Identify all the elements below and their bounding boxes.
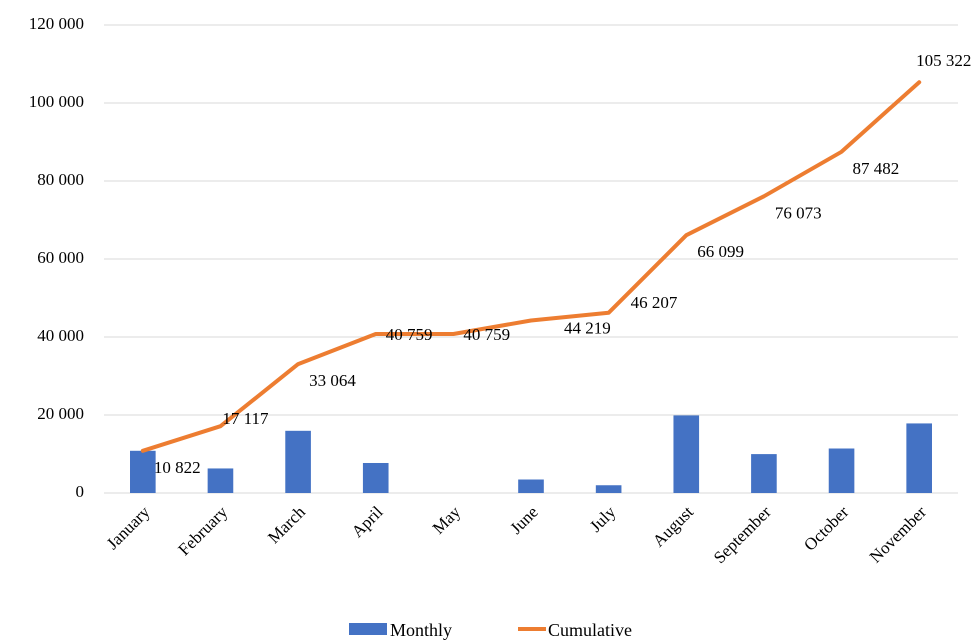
y-tick-label: 100 000	[29, 92, 84, 111]
legend: Monthly Cumulative	[349, 620, 632, 640]
monthly-bar	[208, 468, 234, 493]
cumulative-data-label: 66 099	[697, 242, 744, 261]
x-tick-label: May	[429, 502, 465, 538]
monthly-bar	[829, 449, 855, 493]
cumulative-data-label: 40 759	[463, 325, 510, 344]
x-tick-label: September	[710, 502, 775, 567]
monthly-bar	[363, 463, 389, 493]
x-tick-label: February	[174, 502, 231, 559]
monthly-bar	[673, 415, 699, 493]
cumulative-data-label: 40 759	[386, 325, 433, 344]
cumulative-data-label: 87 482	[853, 159, 900, 178]
x-tick-label: July	[586, 502, 620, 536]
monthly-bar	[751, 454, 777, 493]
y-tick-label: 20 000	[37, 404, 84, 423]
legend-swatch-monthly	[349, 623, 387, 635]
x-tick-label: March	[264, 502, 309, 547]
monthly-bar	[285, 431, 311, 493]
monthly-bar	[130, 451, 156, 493]
y-tick-label: 60 000	[37, 248, 84, 267]
cumulative-data-label: 10 822	[154, 458, 201, 477]
monthly-bar	[596, 485, 622, 493]
x-tick-label: August	[649, 502, 697, 550]
cumulative-data-label: 76 073	[775, 203, 822, 222]
cumulative-data-label: 33 064	[309, 371, 356, 390]
y-tick-label: 0	[76, 482, 85, 501]
y-tick-label: 80 000	[37, 170, 84, 189]
monthly-bar	[906, 423, 932, 493]
y-axis-ticks: 0 20 000 40 000 60 000 80 000 100 000 120 000	[29, 14, 84, 501]
legend-label-cumulative: Cumulative	[548, 620, 632, 640]
monthly-bar	[518, 480, 544, 493]
cumulative-data-labels: 10 822 17 117 33 064 40 759 40 759 44 219 46 2…	[154, 51, 972, 477]
x-axis-ticks: January February March April May June July Augu…	[103, 502, 930, 567]
y-tick-label: 120 000	[29, 14, 84, 33]
cumulative-data-label: 17 117	[222, 409, 269, 428]
x-tick-label: June	[506, 502, 541, 537]
legend-label-monthly: Monthly	[390, 620, 452, 640]
cumulative-data-label: 46 207	[631, 293, 678, 312]
x-tick-label: January	[103, 502, 154, 553]
cumulative-data-label: 44 219	[564, 319, 611, 338]
x-tick-label: October	[800, 502, 852, 554]
cumulative-line	[143, 82, 919, 451]
cumulative-data-label: 105 322	[916, 51, 971, 70]
x-tick-label: April	[348, 502, 387, 541]
cumulative-line-group	[143, 82, 919, 451]
y-tick-label: 40 000	[37, 326, 84, 345]
x-tick-label: November	[866, 502, 930, 566]
